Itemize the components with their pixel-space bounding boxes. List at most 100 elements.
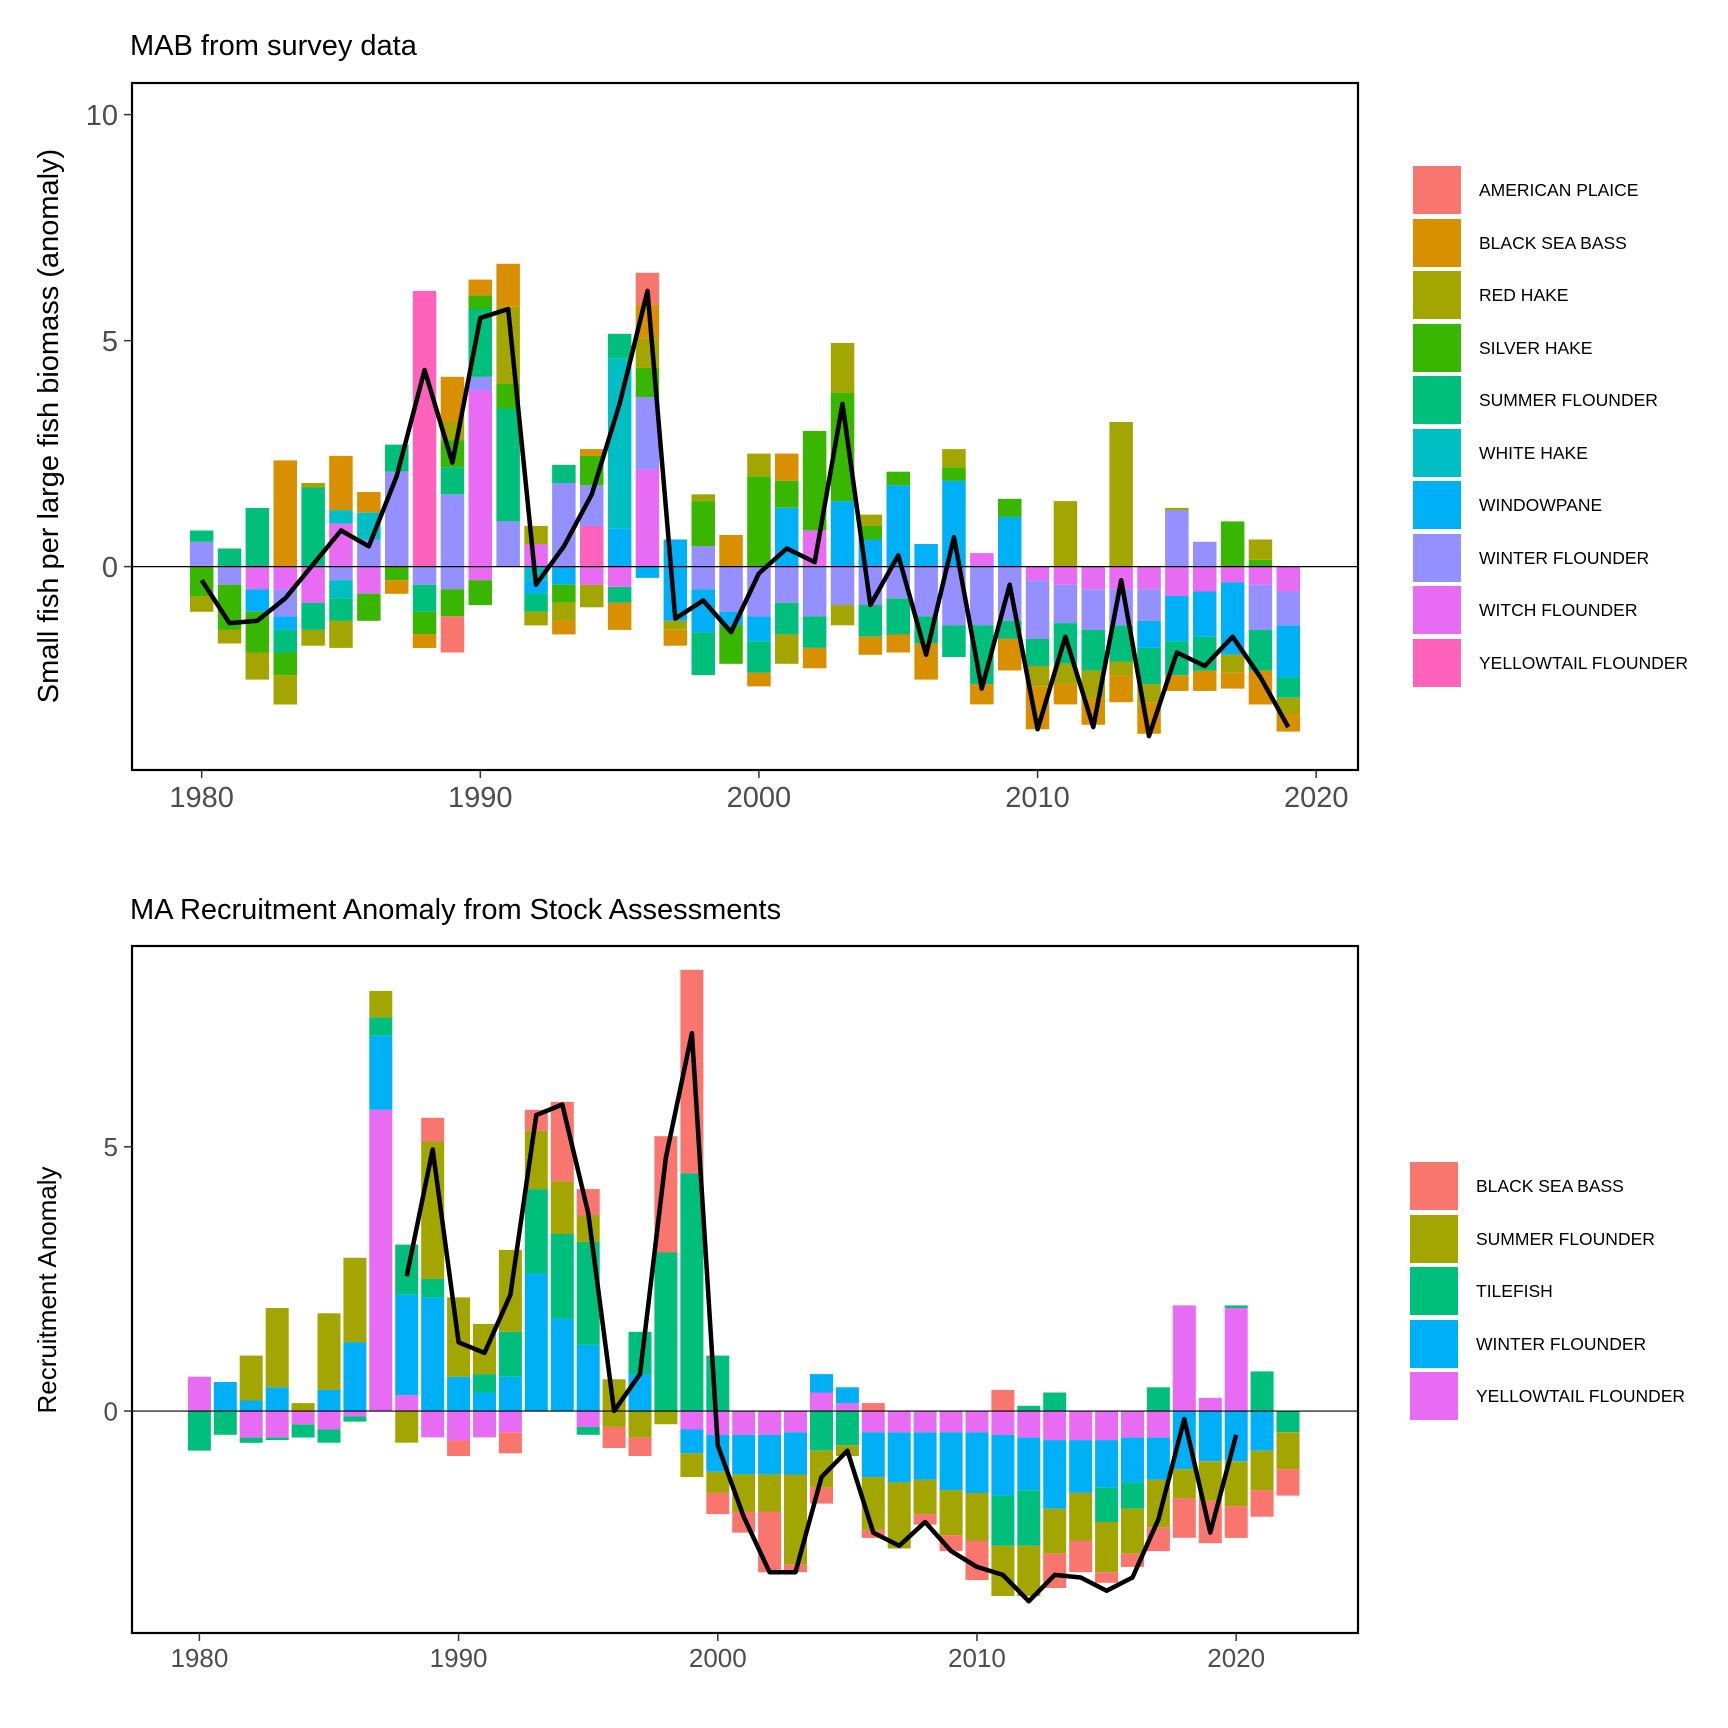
- bar-segment: [440, 494, 465, 567]
- bar-segment: [385, 566, 409, 581]
- bar-segment: [939, 1432, 963, 1491]
- bar-segment: [1025, 638, 1050, 666]
- bar-segment: [691, 494, 715, 502]
- legend-label: BLACK SEA BASS: [1476, 1176, 1624, 1196]
- legend-item: AMERICAN PLAICE: [1413, 166, 1713, 214]
- bar-segment: [802, 648, 827, 669]
- bar-segment: [1146, 1437, 1170, 1480]
- bar-segment: [887, 1411, 911, 1433]
- y-axis-label: Small fish per large fish biomass (anoma…: [33, 149, 65, 703]
- bar-segment: [343, 1342, 367, 1411]
- bar-segment: [719, 625, 743, 664]
- bar-segment: [245, 611, 270, 653]
- legend-swatch: [1410, 1162, 1458, 1210]
- bar-segment: [1224, 1305, 1248, 1308]
- bar-segment: [468, 580, 492, 606]
- legend-swatch: [1410, 1267, 1458, 1315]
- bar-segment: [412, 290, 437, 567]
- legend-label: YELLOWTAIL FLOUNDER: [1479, 652, 1689, 673]
- bar-segment: [802, 566, 827, 617]
- legend-item: WINDOWPANE: [1413, 481, 1713, 529]
- bar-segment: [758, 1474, 782, 1512]
- bar-segment: [447, 1411, 471, 1441]
- bar-segment: [691, 589, 715, 633]
- bar-segment: [412, 611, 437, 635]
- bars: [189, 263, 1301, 734]
- bar-segment: [239, 1411, 263, 1438]
- bar-segment: [317, 1313, 341, 1390]
- bar-segment: [747, 453, 771, 477]
- bar-segment: [1069, 1493, 1093, 1541]
- bar-segment: [301, 629, 325, 646]
- bar-segment: [1250, 1450, 1274, 1491]
- bar-segment: [1193, 591, 1217, 637]
- bar-segment: [1081, 566, 1105, 590]
- bar-segment: [965, 1493, 989, 1541]
- bar-segment: [301, 566, 325, 603]
- legend-item: WHITE HAKE: [1413, 428, 1713, 477]
- bar-segment: [719, 535, 743, 567]
- bar-segment: [747, 616, 771, 642]
- bar-segment: [810, 1374, 833, 1393]
- bar-segment: [1025, 566, 1050, 581]
- bar-segment: [217, 584, 242, 630]
- bar-segment: [654, 1411, 678, 1425]
- bar-segment: [524, 580, 548, 594]
- bar-segment: [680, 1173, 704, 1411]
- panel-survey: MAB from survey data 1980 1990 2000 2010 202…: [0, 0, 1728, 860]
- bar-segment: [913, 1479, 937, 1515]
- bar-segment: [1276, 591, 1301, 626]
- bar-segment: [245, 507, 270, 567]
- x-tick-label: 1990: [448, 782, 513, 814]
- bar-segment: [991, 1389, 1015, 1411]
- bar-segment: [939, 1490, 963, 1536]
- bar-segment: [886, 634, 910, 653]
- bar-segment: [706, 1471, 730, 1493]
- bar-segment: [343, 1416, 367, 1422]
- bar-segment: [942, 449, 966, 468]
- bar-segment: [291, 1411, 315, 1425]
- bar-segment: [1165, 566, 1189, 596]
- bar-segment: [1276, 1432, 1300, 1470]
- bar-segment: [1137, 589, 1161, 621]
- bar-segment: [440, 616, 465, 653]
- bar-segment: [835, 1411, 859, 1446]
- bar-segment: [1081, 589, 1105, 630]
- bar-segment: [747, 672, 771, 687]
- bar-segment: [706, 1493, 730, 1515]
- panel-recruitment: MA Recruitment Anomaly from Stock Assess…: [0, 860, 1728, 1728]
- bar-segment: [580, 584, 604, 608]
- bar-segment: [1069, 1440, 1093, 1493]
- bar-segment: [447, 1376, 471, 1412]
- bar-segment: [1165, 675, 1189, 691]
- legend-item: RED HAKE: [1413, 271, 1713, 319]
- bar-segment: [580, 566, 604, 585]
- bar-segment: [473, 1411, 496, 1438]
- bar-segment: [607, 602, 632, 630]
- bar-segment: [265, 1308, 289, 1388]
- bar-segment: [732, 1411, 756, 1435]
- bar-segment: [775, 634, 799, 664]
- bar-segment: [1017, 1545, 1041, 1596]
- bar-segment: [939, 1411, 963, 1433]
- bar-segment: [357, 492, 381, 513]
- x-tick-label: 2020: [1207, 1643, 1265, 1673]
- bar-segment: [468, 566, 492, 581]
- bar-segment: [329, 510, 353, 524]
- bar-segment: [395, 1395, 419, 1412]
- bar-segment: [440, 589, 465, 617]
- bar-segment: [498, 1376, 522, 1412]
- bar-segment: [385, 580, 409, 594]
- bar-segment: [1248, 539, 1273, 560]
- bar-segment: [343, 1411, 367, 1417]
- bar-segment: [265, 1387, 289, 1412]
- bar-segment: [942, 467, 966, 481]
- bar-segment: [473, 1392, 496, 1411]
- bar-segment: [498, 1411, 522, 1433]
- bar-segment: [440, 566, 465, 590]
- bar-segment: [861, 1411, 885, 1433]
- bar-segment: [1095, 1572, 1119, 1583]
- bar-segment: [524, 611, 548, 626]
- bar-segment: [758, 1511, 782, 1573]
- y-tick-label: 10: [86, 100, 118, 132]
